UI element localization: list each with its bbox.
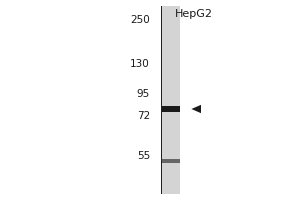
Text: 95: 95: [137, 89, 150, 99]
Bar: [162, 6, 180, 194]
Text: HepG2: HepG2: [175, 9, 212, 19]
Text: 130: 130: [130, 59, 150, 69]
Polygon shape: [191, 105, 201, 113]
Bar: [160, 6, 162, 194]
Bar: [162, 106, 180, 112]
Text: 250: 250: [130, 15, 150, 25]
Text: 55: 55: [137, 151, 150, 161]
Text: 72: 72: [137, 111, 150, 121]
Bar: [162, 159, 180, 163]
